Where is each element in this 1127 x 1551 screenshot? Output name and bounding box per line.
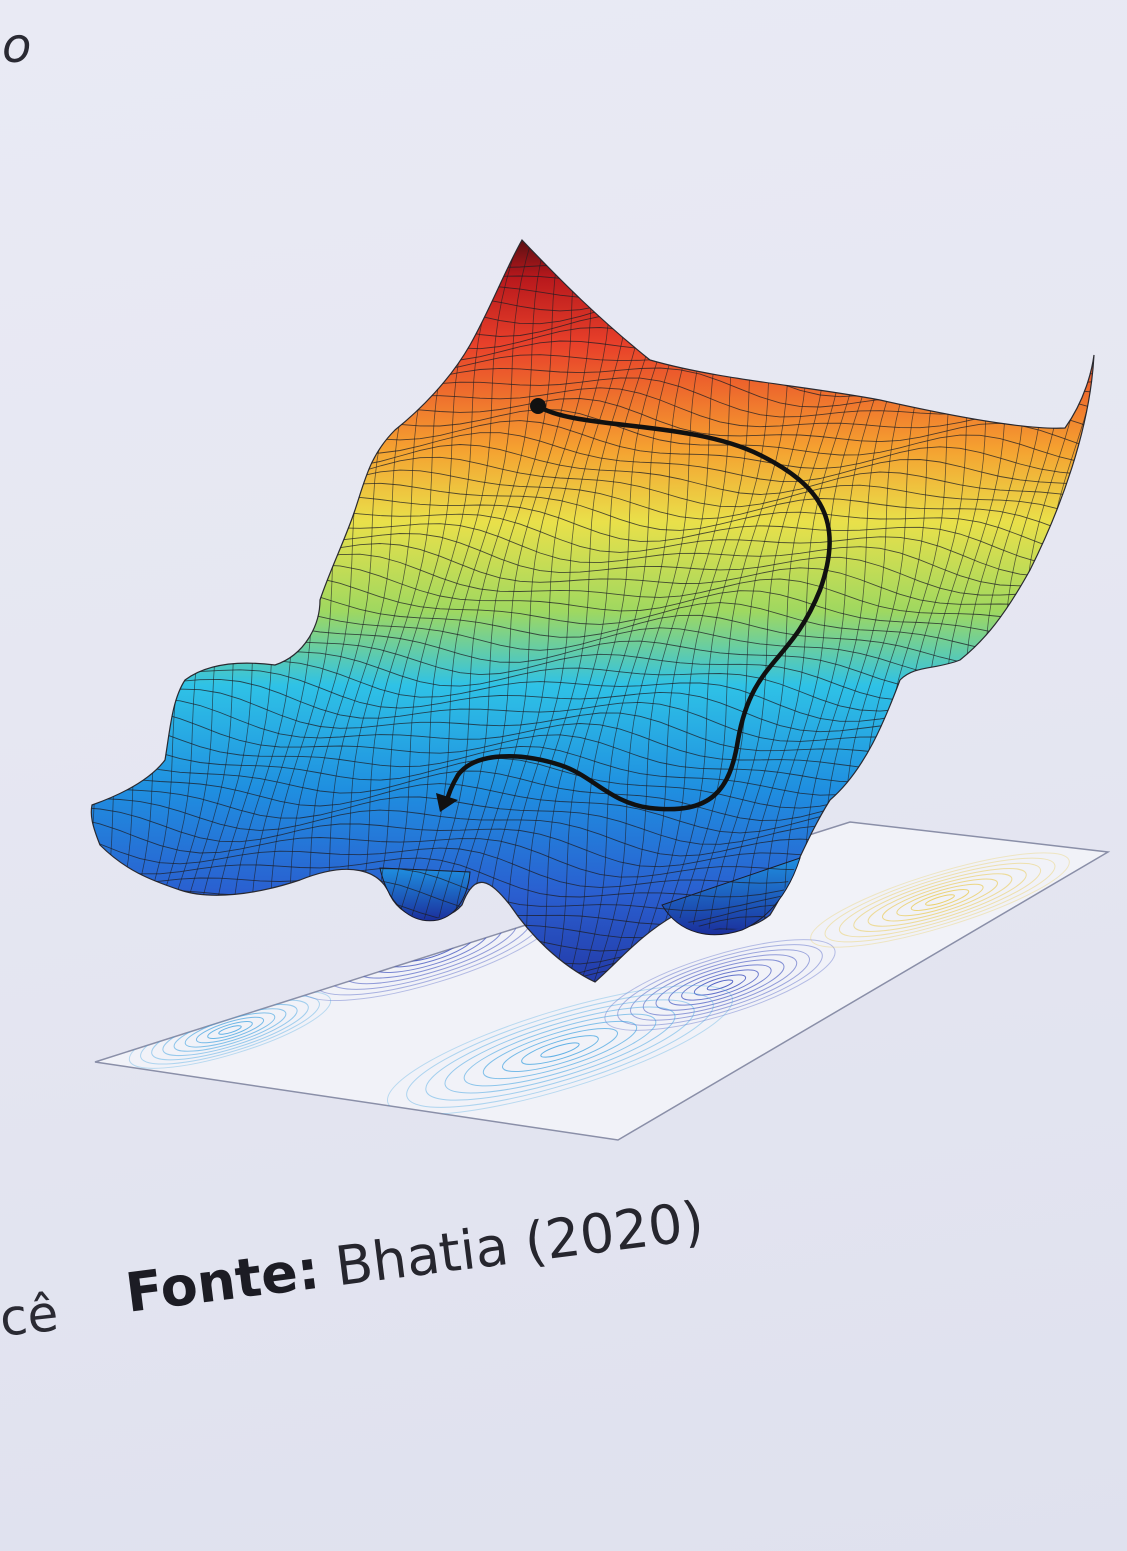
surface-mesh-col — [375, 240, 526, 982]
contour-line — [910, 889, 970, 911]
gradient-descent-path — [436, 398, 832, 812]
contour-line — [896, 883, 984, 917]
contour-line — [642, 954, 798, 1016]
surface-mesh-col — [0, 220, 54, 1000]
surface-mesh-col — [0, 220, 68, 1000]
contour-line — [386, 984, 734, 1116]
contour-line — [425, 999, 695, 1101]
surface-mesh-col — [91, 240, 158, 982]
contour-line — [655, 959, 785, 1011]
contour-line — [853, 868, 1027, 932]
contour-line — [540, 1042, 580, 1058]
surface-mesh-col — [466, 240, 597, 982]
surface-mesh-col — [427, 240, 566, 982]
contour-line — [824, 857, 1056, 943]
surface-mesh-col — [484, 240, 615, 982]
surface-mesh-col — [91, 240, 102, 982]
contour-line — [501, 1027, 619, 1073]
surface-mesh-col — [446, 240, 581, 982]
contour-line — [195, 1016, 265, 1044]
contour-line — [681, 969, 759, 1001]
surface-mesh-col — [391, 240, 539, 982]
contour-line — [406, 992, 714, 1108]
surface-mesh-col — [409, 240, 552, 982]
surface-mesh-col — [91, 240, 177, 982]
contour-line — [521, 1035, 599, 1065]
surface-mesh-row — [91, 240, 1095, 314]
contour-line — [810, 852, 1070, 948]
contour-line — [604, 939, 836, 1031]
surface-mesh-col — [91, 240, 139, 982]
contour-line — [668, 964, 772, 1006]
surface-mesh-col — [519, 240, 652, 982]
contour-line — [867, 873, 1013, 927]
contour-line — [925, 894, 955, 906]
surface-mesh-col — [360, 240, 513, 982]
contour-line — [218, 1025, 242, 1035]
contour-line — [630, 949, 810, 1021]
contour-line — [706, 979, 734, 991]
contour-line — [444, 1006, 676, 1094]
contour-line — [207, 1021, 253, 1039]
contour-line — [617, 944, 823, 1026]
contour-line — [882, 878, 998, 922]
contour-line — [693, 974, 747, 996]
surface-mesh-col — [91, 240, 120, 982]
text-fragment-top: o — [2, 18, 32, 74]
contour-line — [838, 862, 1042, 938]
surface-mesh-col — [0, 220, 84, 1000]
contour-line — [482, 1020, 638, 1080]
surface-mesh-col — [502, 240, 633, 982]
surface-mesh-row — [91, 240, 1095, 300]
contour-line — [463, 1013, 657, 1087]
